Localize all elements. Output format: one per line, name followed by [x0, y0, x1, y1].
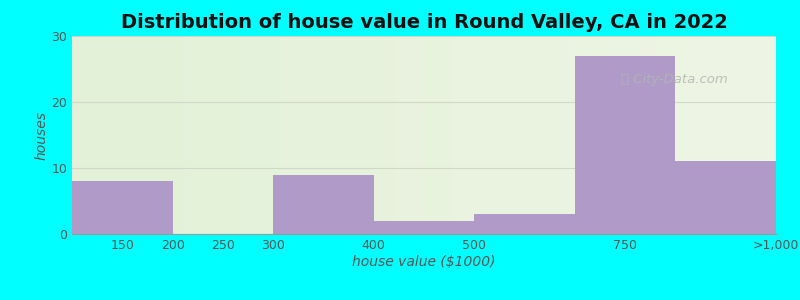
Text: ⓘ City-Data.com: ⓘ City-Data.com: [621, 73, 728, 86]
Y-axis label: houses: houses: [34, 110, 49, 160]
Bar: [675, 161, 776, 234]
Bar: [273, 175, 374, 234]
Bar: [72, 181, 173, 234]
Title: Distribution of house value in Round Valley, CA in 2022: Distribution of house value in Round Val…: [121, 13, 727, 32]
Bar: [374, 221, 474, 234]
Bar: [474, 214, 575, 234]
Bar: [575, 56, 675, 234]
X-axis label: house value ($1000): house value ($1000): [352, 255, 496, 268]
